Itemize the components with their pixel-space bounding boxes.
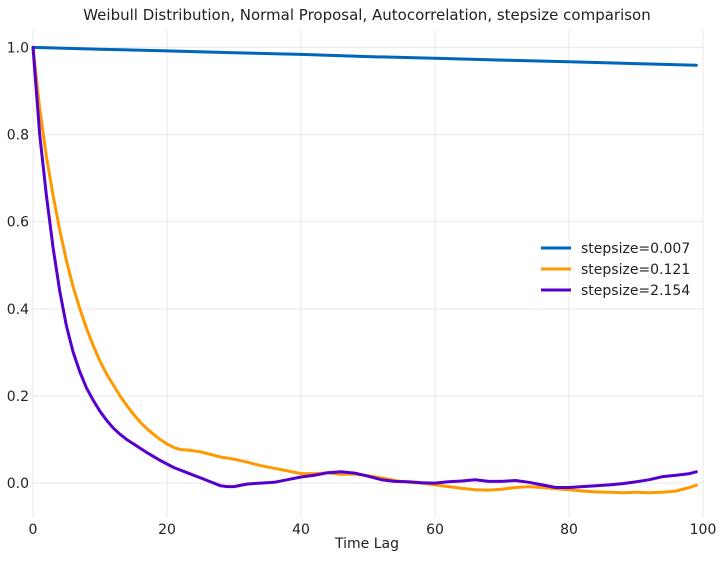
- grid-lines: [32, 30, 704, 518]
- x-tick-label: 40: [292, 522, 310, 538]
- y-tick-label: 0.4: [7, 302, 29, 318]
- x-axis-ticks: 0 20 40 60 80 100: [29, 522, 717, 538]
- y-axis-ticks: 0.0 0.2 0.4 0.6 0.8 1.0: [7, 40, 29, 492]
- legend-label: stepsize=0.121: [581, 262, 690, 278]
- series-lines: [31, 45, 698, 495]
- x-tick-label: 100: [690, 522, 717, 538]
- series-line-2: [31, 45, 698, 495]
- x-tick-label: 60: [426, 522, 444, 538]
- series-line-1: [31, 45, 698, 67]
- y-tick-label: 1.0: [7, 40, 29, 56]
- x-tick-label: 20: [158, 522, 176, 538]
- y-tick-label: 0.2: [7, 389, 29, 405]
- legend-label: stepsize=0.007: [581, 241, 690, 257]
- y-tick-label: 0.0: [7, 476, 29, 492]
- x-tick-label: 0: [29, 522, 38, 538]
- x-tick-label: 80: [560, 522, 578, 538]
- y-tick-label: 0.8: [7, 128, 29, 144]
- legend-label: stepsize=2.154: [581, 283, 690, 299]
- y-tick-label: 0.6: [7, 215, 29, 231]
- chart-title: Weibull Distribution, Normal Proposal, A…: [83, 6, 651, 24]
- x-axis-label: Time Lag: [334, 536, 399, 552]
- legend: stepsize=0.007 stepsize=0.121 stepsize=2.1…: [541, 241, 690, 299]
- series-line-3: [31, 45, 698, 489]
